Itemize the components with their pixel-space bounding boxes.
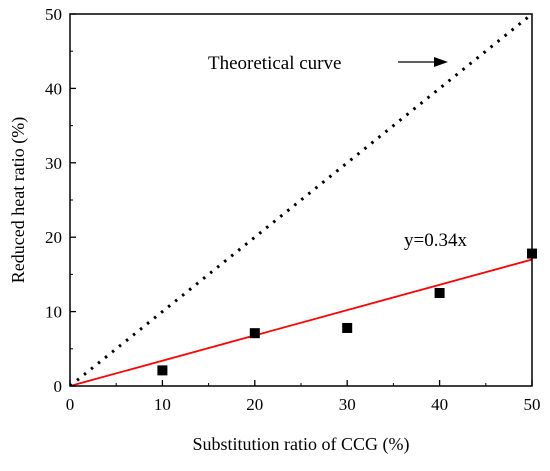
y-axis-label: Reduced heat ratio (%) (8, 117, 29, 283)
x-tick-label: 20 (246, 395, 263, 414)
fit-equation-label: y=0.34x (404, 230, 467, 251)
data-point (342, 322, 353, 333)
y-tick-label: 0 (54, 377, 63, 396)
x-tick-label: 50 (524, 395, 541, 414)
theoretical-curve-arrowhead (434, 57, 448, 67)
x-tick-label: 30 (339, 395, 356, 414)
y-tick-label: 40 (45, 79, 62, 98)
y-tick-label: 20 (45, 228, 62, 247)
x-axis-ticks: 0 10 20 30 40 50 (66, 380, 541, 414)
x-tick-label: 10 (154, 395, 171, 414)
y-tick-label: 10 (45, 303, 62, 322)
fit-line (70, 258, 532, 386)
x-tick-label: 0 (66, 395, 75, 414)
x-axis-label: Substitution ratio of CCG (%) (193, 434, 410, 455)
data-point (157, 365, 168, 376)
data-point (434, 288, 445, 298)
theoretical-curve-label: Theoretical curve (208, 53, 341, 74)
y-tick-label: 50 (45, 5, 62, 24)
y-axis-ticks: 0 10 20 30 40 50 (45, 5, 76, 396)
data-point (249, 328, 260, 339)
x-tick-label: 40 (431, 395, 448, 414)
y-tick-label: 30 (45, 154, 62, 173)
